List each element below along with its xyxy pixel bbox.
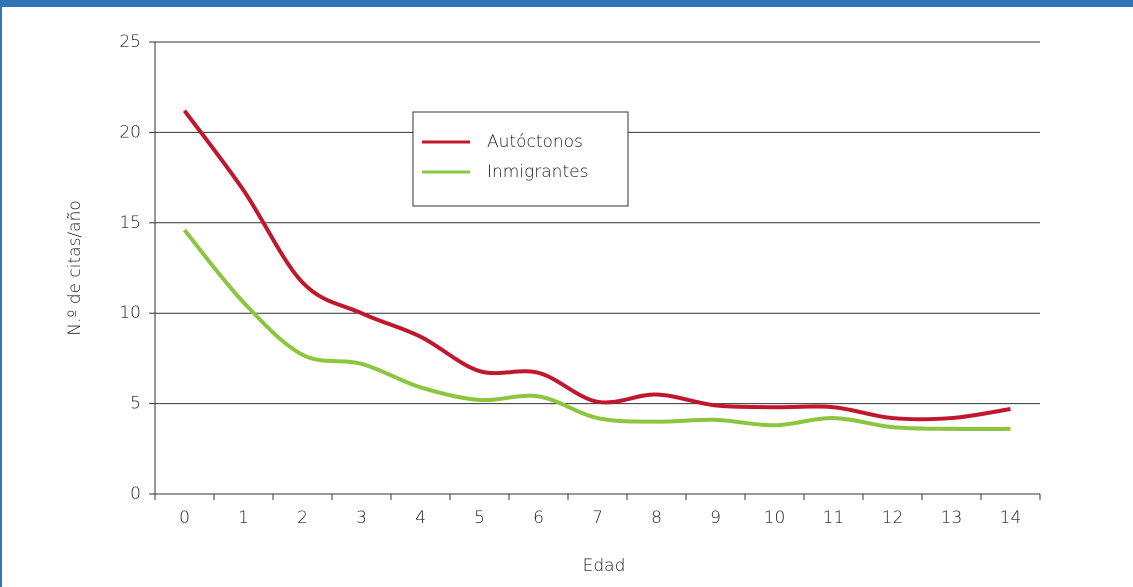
x-tick-label: 13 [941, 508, 963, 528]
x-tick-label: 6 [533, 508, 544, 528]
x-axis-label: Edad [583, 556, 626, 576]
x-tick-label: 7 [592, 508, 603, 528]
x-tick-label: 8 [651, 508, 662, 528]
y-tick-label: 10 [119, 303, 141, 323]
x-tick-label: 4 [415, 508, 426, 528]
y-tick-label: 15 [119, 213, 141, 233]
x-tick-label: 14 [1000, 508, 1022, 528]
x-tick-label: 10 [764, 508, 786, 528]
left-border [0, 0, 2, 587]
y-tick-label: 5 [130, 394, 141, 414]
legend-label: Inmigrantes [487, 162, 588, 182]
series-line [182, 228, 1011, 432]
y-tick-label: 25 [119, 32, 141, 52]
x-tick-label: 12 [882, 508, 904, 528]
x-tick-label: 9 [710, 508, 721, 528]
legend-label: Autóctonos [487, 132, 583, 152]
series-line [182, 109, 1011, 422]
x-tick-label: 2 [297, 508, 308, 528]
y-tick-label: 0 [130, 484, 141, 504]
legend-box [412, 111, 629, 207]
y-axis-label: N.º de citas/año [65, 200, 85, 336]
header-bar [0, 0, 1133, 7]
x-tick-label: 0 [179, 508, 190, 528]
x-tick-label: 1 [238, 508, 249, 528]
x-tick-label: 3 [356, 508, 367, 528]
y-tick-label: 20 [119, 122, 141, 142]
x-tick-label: 5 [474, 508, 485, 528]
x-tick-label: 11 [823, 508, 845, 528]
